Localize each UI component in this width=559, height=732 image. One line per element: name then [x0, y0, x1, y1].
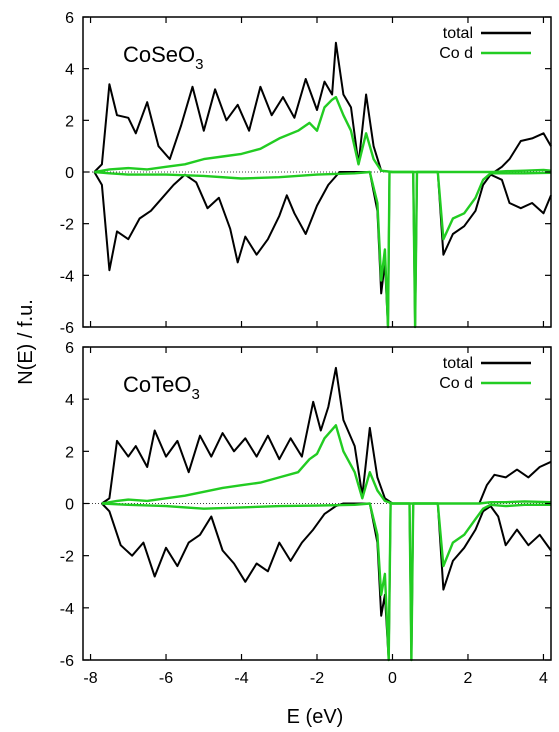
- compound-label: CoTeO3: [123, 372, 200, 403]
- series-co-d-down: [101, 502, 551, 662]
- series-total-down: [101, 502, 552, 661]
- compound-base: CoTeO: [123, 372, 191, 397]
- y-tick-label: -6: [60, 653, 74, 670]
- legend-label: Co d: [439, 375, 473, 392]
- y-tick-label: 6: [65, 10, 74, 27]
- panel-coseo3: 6 4 2 0 -2 -4 -6 CoSeO3 total Co d: [60, 10, 552, 337]
- compound-subscript: 3: [195, 56, 203, 73]
- x-tick-label: -8: [83, 670, 97, 687]
- y-tick-label: 0: [65, 497, 74, 514]
- y-tick-label: -4: [60, 268, 74, 285]
- compound-base: CoSeO: [123, 42, 195, 67]
- y-tick-label: -2: [60, 549, 74, 566]
- y-tick-label: -6: [60, 320, 74, 337]
- y-tick-label: 4: [65, 392, 74, 409]
- y-tick-label: -4: [60, 601, 74, 618]
- panel-coteo3: 6 4 2 0 -2 -4 -6 -8 -6 -4 -2 0 2 4 CoTeO3 total Co d: [60, 340, 552, 687]
- y-tick-label: 2: [65, 113, 74, 130]
- legend-label: Co d: [439, 45, 473, 62]
- y-tick-label: 0: [65, 165, 74, 182]
- compound-label: CoSeO3: [123, 42, 204, 73]
- y-tick-label: 6: [65, 340, 74, 357]
- x-axis-label: E (eV): [287, 706, 344, 728]
- x-tick-label: -2: [310, 670, 324, 687]
- x-tick-label: -4: [234, 670, 248, 687]
- legend-label: total: [443, 25, 473, 42]
- y-tick-label: 2: [65, 444, 74, 461]
- x-tick-label: -6: [159, 670, 173, 687]
- x-tick-label: 0: [388, 670, 397, 687]
- x-tick-label: 4: [539, 670, 548, 687]
- compound-subscript: 3: [191, 386, 199, 403]
- series-total-down: [93, 171, 552, 328]
- x-tick-label: 2: [464, 670, 473, 687]
- y-tick-label: -2: [60, 217, 74, 234]
- series-total-up: [101, 366, 552, 505]
- series-co-d-up: [94, 95, 552, 174]
- y-tick-label: 4: [65, 62, 74, 79]
- legend-label: total: [443, 355, 473, 372]
- y-axis-label: N(E) / f.u.: [15, 299, 37, 385]
- series-co-d-down: [94, 170, 552, 329]
